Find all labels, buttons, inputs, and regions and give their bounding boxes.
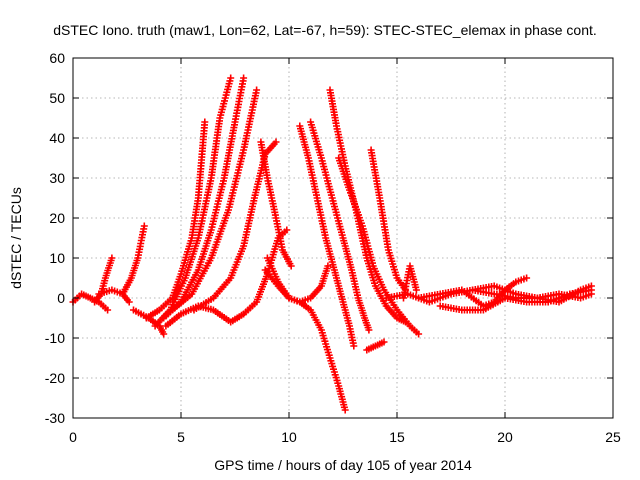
data-point [227, 74, 235, 82]
data-series [400, 262, 420, 302]
x-tick-label: 5 [177, 429, 185, 445]
x-tick-label: 15 [389, 429, 405, 445]
data-series [326, 86, 410, 326]
data-point [140, 222, 148, 230]
y-tick-label: -30 [45, 410, 65, 426]
y-tick-label: 0 [57, 290, 65, 306]
data-point [272, 138, 280, 146]
data-series [130, 306, 168, 338]
data-series [168, 86, 261, 314]
data-series [296, 122, 358, 350]
y-tick-label: -20 [45, 370, 65, 386]
data-point [350, 342, 358, 350]
x-axis-label: GPS time / hours of day 105 of year 2014 [214, 457, 472, 473]
data-series [119, 222, 148, 298]
x-tick-label: 20 [497, 429, 513, 445]
x-tick-label: 25 [605, 429, 621, 445]
x-tick-label: 10 [281, 429, 297, 445]
data-point [201, 118, 209, 126]
data-point [104, 306, 112, 314]
y-axis-label: dSTEC / TECUs [8, 187, 24, 289]
series-layer [69, 74, 595, 414]
series-trace [329, 89, 407, 323]
data-point [125, 298, 133, 306]
data-series [190, 138, 280, 314]
y-tick-label: 40 [49, 130, 65, 146]
x-tick-label: 0 [69, 429, 77, 445]
data-point [412, 286, 420, 294]
data-point [253, 86, 261, 94]
data-series [469, 282, 595, 306]
data-point [283, 226, 291, 234]
data-series [335, 154, 423, 338]
data-point [380, 338, 388, 346]
data-point [160, 330, 168, 338]
tick-layer: 0 5 10 15 20 25 -30 -20 -10 0 10 20 30 40 50 60 [45, 50, 621, 445]
series-trace [264, 269, 347, 411]
data-series [263, 254, 332, 306]
data-series [91, 254, 116, 306]
plot-frame [72, 57, 614, 419]
y-tick-label: 60 [49, 50, 65, 66]
y-tick-label: 10 [49, 250, 65, 266]
data-point [341, 406, 349, 414]
data-point [415, 330, 423, 338]
data-series [363, 338, 388, 354]
data-series [257, 138, 295, 270]
y-tick-label: 30 [49, 170, 65, 186]
data-point [324, 262, 332, 270]
data-point [365, 326, 373, 334]
data-series [142, 118, 209, 322]
data-point [240, 74, 248, 82]
data-series [261, 266, 349, 414]
data-point [523, 274, 531, 282]
data-point [287, 262, 295, 270]
y-tick-label: -10 [45, 330, 65, 346]
data-series [415, 274, 531, 310]
y-tick-label: 50 [49, 90, 65, 106]
chart-title: dSTEC Iono. truth (maw1, Lon=62, Lat=-67… [53, 22, 597, 38]
y-tick-label: 20 [49, 210, 65, 226]
data-series [307, 118, 373, 334]
data-point [108, 254, 116, 262]
data-point [587, 282, 595, 290]
